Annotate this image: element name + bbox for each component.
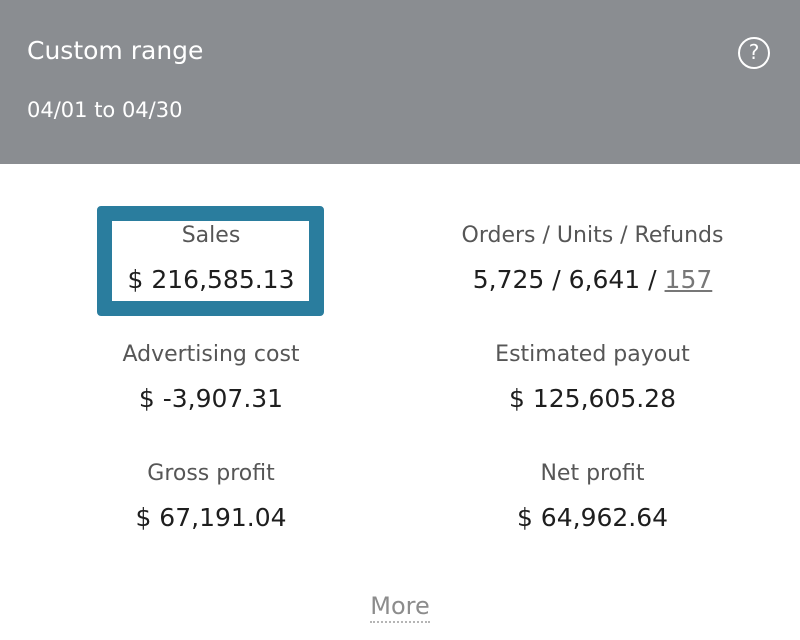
date-range: 04/01 to 04/30 bbox=[27, 98, 183, 122]
more-label[interactable]: More bbox=[370, 592, 430, 623]
orders-value: 5,725 bbox=[472, 265, 545, 294]
net-profit-label: Net profit bbox=[540, 461, 645, 486]
net-profit-value: $ 64,962.64 bbox=[516, 503, 669, 532]
sales-value: $ 216,585.13 bbox=[127, 265, 295, 294]
advertising-cost-value: $ -3,907.31 bbox=[138, 384, 284, 413]
period-title: Custom range bbox=[27, 36, 204, 65]
sales-label: Sales bbox=[181, 223, 241, 248]
gross-profit-value: $ 67,191.04 bbox=[135, 503, 287, 532]
estimated-payout-metric: Estimated payout $ 125,605.28 bbox=[440, 341, 745, 415]
sales-metric: Sales $ 216,585.13 bbox=[60, 222, 362, 296]
separator: / bbox=[544, 265, 569, 294]
units-value: 6,641 bbox=[568, 265, 641, 294]
card-header: Custom range 04/01 to 04/30 ? bbox=[0, 0, 800, 164]
estimated-payout-label: Estimated payout bbox=[495, 342, 690, 367]
refunds-link[interactable]: 157 bbox=[664, 265, 713, 294]
orders-units-refunds-metric: Orders / Units / Refunds 5,725 / 6,641 /… bbox=[440, 222, 745, 296]
advertising-cost-metric: Advertising cost $ -3,907.31 bbox=[60, 341, 362, 415]
gross-profit-metric: Gross profit $ 67,191.04 bbox=[60, 460, 362, 534]
gross-profit-label: Gross profit bbox=[147, 461, 275, 486]
estimated-payout-value: $ 125,605.28 bbox=[509, 384, 676, 413]
orders-units-refunds-label: Orders / Units / Refunds bbox=[461, 223, 724, 248]
net-profit-metric: Net profit $ 64,962.64 bbox=[440, 460, 745, 534]
sales-highlight-box bbox=[97, 206, 324, 316]
advertising-cost-label: Advertising cost bbox=[122, 342, 300, 367]
more-link[interactable]: More bbox=[340, 591, 460, 623]
separator: / bbox=[640, 265, 665, 294]
help-icon[interactable]: ? bbox=[738, 37, 770, 69]
orders-units-refunds-value: 5,725 / 6,641 / 157 bbox=[440, 264, 745, 296]
